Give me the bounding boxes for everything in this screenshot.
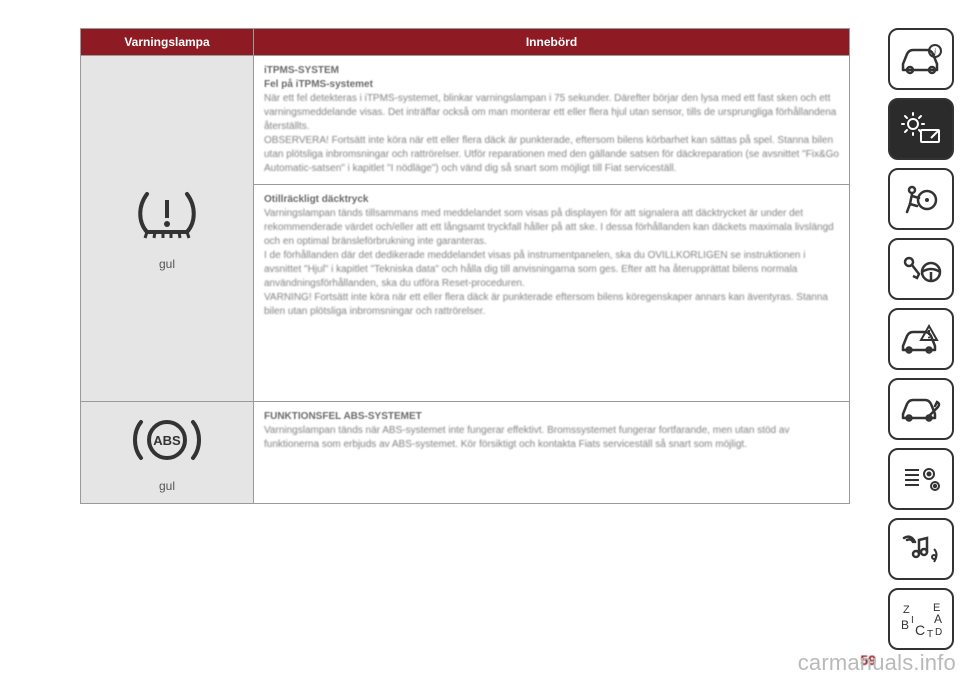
section-subtitle: Fel på iTPMS-systemet [264,78,839,92]
sidebar-item-index[interactable]: Z E B A I D C T [888,588,954,650]
table-row: ABS gul FUNKTIONSFEL ABS-SYSTEMET Varnin… [81,402,850,504]
section-subtitle: Otillräckligt däcktryck [264,193,839,207]
sidebar-item-maintenance[interactable] [888,378,954,440]
sidebar-item-multimedia[interactable] [888,518,954,580]
sidebar-item-airbag[interactable] [888,168,954,230]
key-wheel-icon [899,252,943,286]
svg-text:Z: Z [903,604,910,616]
warning-light-icon [899,112,943,146]
svg-text:C: C [915,622,925,638]
car-wrench-icon [899,392,943,426]
paragraph: OBSERVERA! Fortsätt inte köra när ett el… [264,134,839,176]
music-nav-icon [899,532,943,566]
svg-text:B: B [901,618,909,632]
paragraph: Varningslampan tänds när ABS-systemet in… [264,424,839,452]
sidebar: i [888,28,950,658]
warning-table: Varningslampa Innebörd [80,28,850,504]
table-row: gul iTPMS-SYSTEM Fel på iTPMS-systemet N… [81,56,850,402]
body-cell-tpms: iTPMS-SYSTEM Fel på iTPMS-systemet När e… [254,56,850,402]
icon-label: gul [87,257,247,271]
section-title: FUNKTIONSFEL ABS-SYSTEMET [264,410,839,424]
page: Varningslampa Innebörd [0,0,960,678]
svg-text:D: D [935,627,942,638]
content-table-wrap: Varningslampa Innebörd [80,28,850,504]
sidebar-item-keys-controls[interactable] [888,238,954,300]
svg-text:ABS: ABS [153,433,181,448]
icon-label: gul [87,479,247,493]
list-gears-icon [899,462,943,496]
abs-icon: ABS [129,412,205,468]
body-cell-abs: FUNKTIONSFEL ABS-SYSTEMET Varningslampan… [254,402,850,504]
svg-text:i: i [934,47,937,57]
car-warning-icon [899,322,943,356]
paragraph: Varningslampan tänds tillsammans med med… [264,207,839,249]
paragraph: I de förhållanden där det dedikerade med… [264,249,839,291]
paragraph: VARNING! Fortsätt inte köra när ett elle… [264,291,839,319]
section-title: iTPMS-SYSTEM [264,64,839,78]
watermark-tld: .info [913,650,956,675]
alphabet-index-icon: Z E B A I D C T [899,599,943,639]
car-info-icon: i [899,42,943,76]
header-col2: Innebörd [254,29,850,56]
sidebar-item-warning-lights[interactable] [888,98,954,160]
airbag-icon [899,182,943,216]
header-col1: Varningslampa [81,29,254,56]
svg-text:I: I [911,615,914,626]
watermark: carmanuals.info [798,650,956,676]
tpms-icon [132,186,202,246]
divider [254,184,849,185]
sidebar-item-settings[interactable] [888,448,954,510]
watermark-brand: carmanuals [798,650,914,675]
icon-cell-abs: ABS gul [81,402,254,504]
svg-text:A: A [934,612,942,626]
paragraph: När ett fel detekteras i iTPMS-systemet,… [264,92,839,134]
icon-cell-tpms: gul [81,56,254,402]
svg-text:T: T [927,629,933,639]
sidebar-item-emergency[interactable] [888,308,954,370]
sidebar-item-vehicle-info[interactable]: i [888,28,954,90]
